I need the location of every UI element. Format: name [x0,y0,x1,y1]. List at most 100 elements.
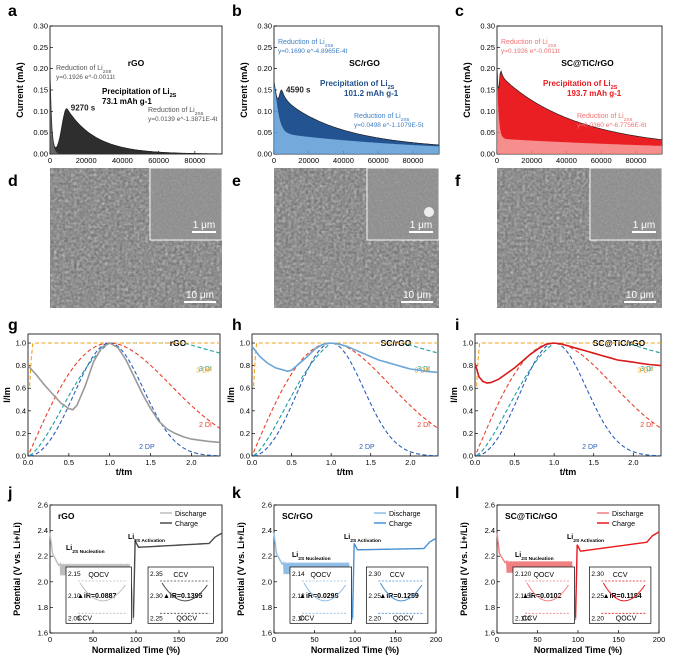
sem-image-f: 1 μm 10 μm [497,167,663,308]
x-tick-label: 40000 [333,156,354,165]
y-tick-label: 0.2 [240,429,250,438]
sem-inset-texture [150,168,222,240]
inset-bottom-label: QOCV [616,615,637,622]
y-tick-label: 1.8 [485,603,495,612]
y-tick-label: 1.8 [262,603,272,612]
x-tick-label: 50 [533,635,541,644]
x-tick-label: 2.0 [186,458,196,467]
y-tick-label: 0.05 [33,128,48,137]
inset-curve [161,582,208,602]
inset-ir-label: ▲iR=0.0887 [77,593,117,600]
y-tick-label: 2.4 [38,526,48,535]
inset-top-label: QOCV [310,572,331,579]
y-tick-label: 0.25 [480,43,495,52]
x-tick-label: 1.5 [589,458,599,467]
x-tick-label: 0.5 [509,458,519,467]
x-tick-label: 0.0 [23,458,33,467]
x-tick-label: 20000 [298,156,319,165]
model-curve-2di [29,342,221,453]
chart-title: SC/rGO [282,511,313,521]
legend-label-discharge: Discharge [389,511,421,518]
inset-tick-label: 2.115 [515,593,531,600]
legend-label-charge: Charge [175,521,198,528]
x-tick-label: 0 [48,156,52,165]
y-axis-label: Potential (V vs. Li+/Li) [236,522,246,616]
x-tick-label: 60000 [148,156,169,165]
y-tick-label: 0.8 [16,361,26,370]
x-tick-label: 0.5 [286,458,296,467]
y-tick-label: 0.30 [33,22,48,31]
inset-guides [302,580,348,614]
y-tick-label: 2.2 [485,552,495,561]
y-tick-label: 2.0 [38,577,48,586]
panel-label-b: b [232,3,242,20]
chart-b: 0 20000 40000 60000 80000 0.00 0.05 0.10 0.15 0.2… [239,22,440,177]
annotation-equation-2: y=0.0360 e^-6.7756E-6t [577,122,647,129]
model-curve-2dp [476,342,662,457]
inset-ir-label: ▲iR=0.0298 [299,593,339,600]
x-tick-label: 200 [430,635,443,644]
inset-ir-label: ▲iR=0.0102 [522,593,562,600]
model-curve-3di [29,342,221,456]
y-tick-label: 1.8 [38,603,48,612]
inset-tick-label: 2.14 [292,571,305,578]
y-tick-label: 0.10 [33,107,48,116]
chart-title: rGO [58,511,75,521]
model-label-2di: 2 DI [199,422,212,429]
inset-frame [512,566,575,624]
x-tick-label: 100 [130,635,143,644]
x-axis-label: Normalized Time (%) [534,645,622,655]
y-tick-label: 0.30 [480,22,495,31]
inset-tick-label: 2.20 [368,615,381,622]
y-tick-label: 2.4 [485,526,495,535]
x-tick-label: 0 [495,635,499,644]
y-tick-label: 2.0 [485,577,495,586]
inset-top-label: QOCV [533,572,554,579]
main-scale-label: 10 μm [186,290,214,301]
inset-curve [303,582,346,602]
annotation-capacity: 101.2 mAh g-1 [344,89,399,98]
y-tick-label: 0.00 [257,150,272,159]
panel-label-c: c [455,3,464,20]
inset-top-label: CCV [173,572,188,579]
annotation-capacity: 73.1 mAh g-1 [102,97,152,106]
y-tick-label: 0.20 [480,64,495,73]
y-tick-label: 0.25 [257,43,272,52]
annotation-peak-time: 9270 s [71,103,96,112]
x-tick-label: 80000 [626,156,647,165]
model-label-3di: 3 DI [199,366,212,373]
panel-label-j: j [7,485,12,502]
y-tick-label: 0.2 [16,429,26,438]
y-tick-label: 2.6 [262,501,272,510]
annotation-peak-time: 4590 s [286,85,311,94]
x-tick-label: 40000 [556,156,577,165]
y-tick-label: 0.0 [240,452,250,461]
x-tick-label: 0.0 [247,458,257,467]
inset-frame [147,566,214,624]
inset-tick-label: 2.15 [68,571,81,578]
inset-guides [160,580,210,614]
inset-tick-label: 2.25 [150,615,163,622]
y-tick-label: 0.15 [33,86,48,95]
label-nucleation: Li2S Nucleation [515,552,554,562]
x-tick-label: 0.0 [470,458,480,467]
y-tick-label: 0.25 [33,43,48,52]
annotation-peak-time: 2280 s [505,55,530,64]
model-label-3di: 3 DI [640,366,653,373]
annotation-reduction-2: Reduction of Li2S6 [148,107,204,117]
y-tick-label: 1.0 [240,339,250,348]
x-tick-label: 0 [272,156,276,165]
x-tick-label: 50 [89,635,97,644]
y-tick-label: 2.6 [38,501,48,510]
inset-bottom-label: CCV [522,615,537,622]
chart-h: 0.0 0.5 1.0 1.5 2.00.00.20.40.60.81.0t/tmI/I… [226,333,439,477]
inset-1: 2.15 2.10 2.05 QOCV CCV ▲iR=0.0887 [65,566,132,624]
inset-ir-label: ▲iR=0.1184 [603,593,642,600]
inset-1: 2.120 2.115 2.110 QOCV CCV ▲iR=0.0102 [512,566,575,624]
inset-guides [601,580,647,614]
annotation-reduction-2: Reduction of Li2S6 [354,113,410,123]
panel-label-f: f [455,173,461,190]
chart-i: 0.0 0.5 1.0 1.5 2.00.00.20.40.60.81.0t/tmI/I… [449,333,662,477]
inset-2: 2.30 2.25 2.20 CCV QOCV ▲iR=0.1184 [588,566,652,624]
inset-scale-label: 1 μm [633,220,655,231]
